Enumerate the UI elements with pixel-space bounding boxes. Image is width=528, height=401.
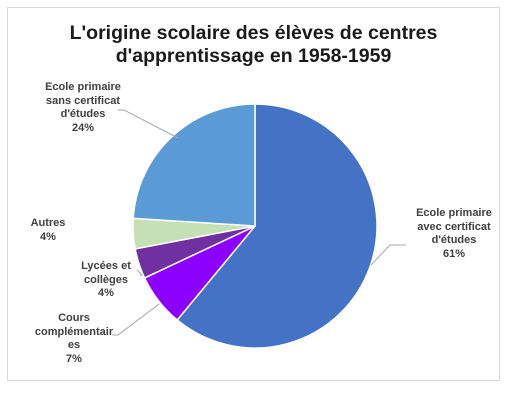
- chart-title-line-2: d'apprentissage en 1958-1959: [115, 45, 392, 67]
- label-autres: Autres 4%: [22, 217, 74, 244]
- chart-title: L'origine scolaire des élèves de centres…: [7, 22, 500, 68]
- label-ecole-sans-certificat: Ecole primaire sans certificat d'études …: [30, 81, 136, 135]
- label-percent: 4%: [40, 230, 56, 243]
- leader-line-ecole-avec-certificat: [370, 244, 406, 266]
- slice-ecole-avec-certificat: [176, 103, 378, 349]
- slice-ecole-sans-certificat: [132, 103, 256, 227]
- label-ecole-avec-certificat: Ecole primaire avec certificat d'études …: [404, 207, 504, 261]
- label-percent: 24%: [71, 121, 95, 134]
- leader-line-cours-complementaires: [112, 303, 160, 336]
- label-text: d'études: [431, 234, 477, 246]
- label-text: collèges: [83, 273, 129, 286]
- label-text: d'études: [60, 108, 106, 120]
- label-text: Cours: [58, 312, 90, 324]
- label-percent: 4%: [98, 287, 114, 299]
- label-text: Ecole primaire: [45, 81, 121, 93]
- label-text: complémentair: [34, 325, 114, 338]
- label-text: Lycées et: [81, 260, 131, 272]
- label-text: es: [67, 339, 81, 351]
- label-cours-complementaires: Cours complémentair es 7%: [30, 312, 118, 366]
- label-percent: 7%: [66, 352, 82, 365]
- chart-title-line-1: L'origine scolaire des élèves de centres: [69, 22, 438, 44]
- label-percent: 61%: [442, 247, 466, 260]
- leader-line-lycees-colleges: [136, 269, 144, 276]
- label-text: avec certificat: [417, 220, 491, 233]
- leader-line-ecole-sans-certificat: [118, 109, 179, 139]
- label-lycees-colleges: Lycées et collèges 4%: [70, 260, 142, 301]
- label-text: Autres: [30, 217, 66, 229]
- label-text: sans certificat: [46, 94, 120, 107]
- label-text: Ecole primaire: [416, 207, 492, 219]
